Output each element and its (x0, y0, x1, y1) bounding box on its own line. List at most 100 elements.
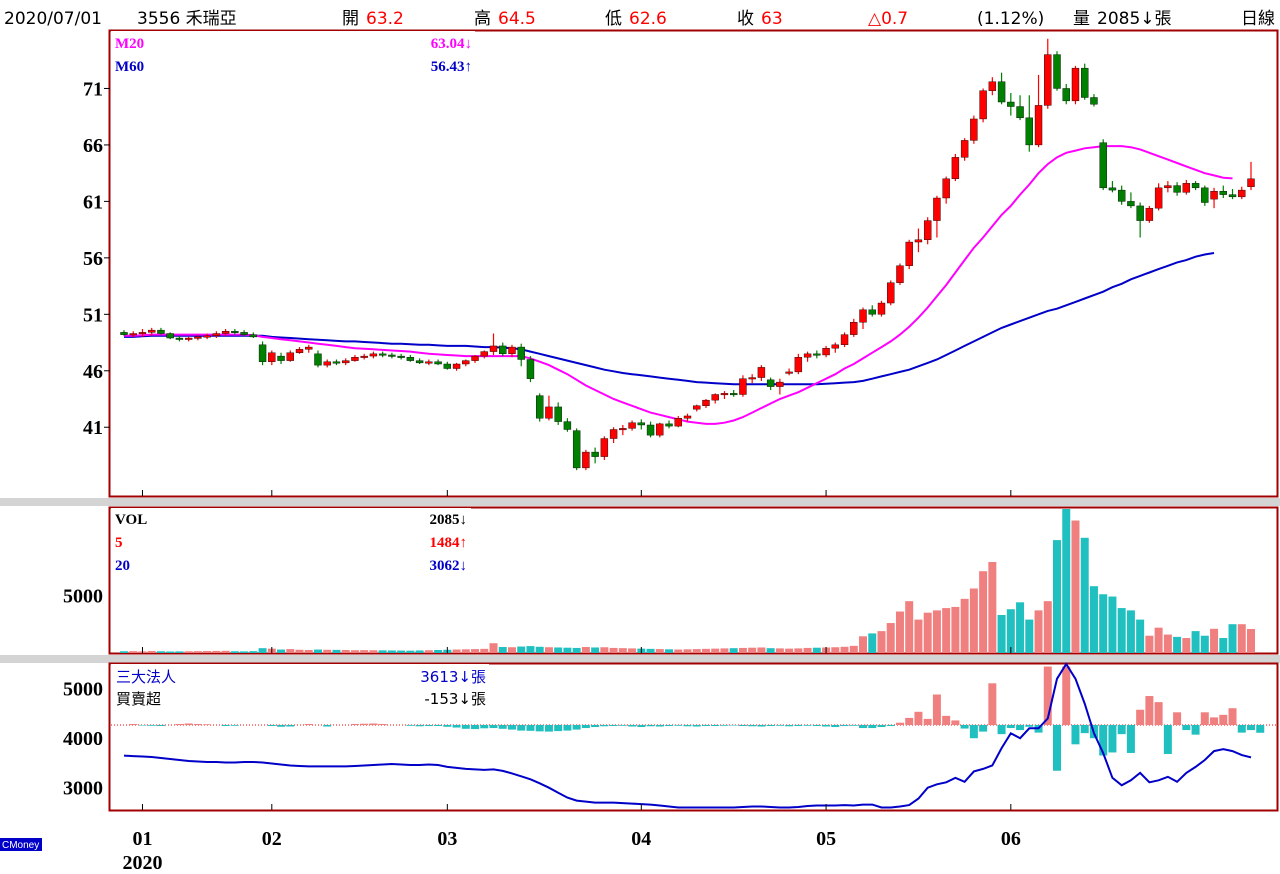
volume-bar (1089, 586, 1098, 653)
volume-bar (840, 646, 849, 653)
candle (295, 347, 304, 354)
net-bar (489, 725, 498, 729)
month-x-axis: 01 02 03 04 05 06 2020 (122, 490, 1021, 874)
candle-body (120, 332, 128, 335)
candle-body (711, 394, 719, 401)
net-bar (1006, 725, 1015, 729)
candle-body (1044, 54, 1052, 106)
candle (1201, 185, 1209, 206)
volume-bar (249, 651, 258, 653)
volume-bar (406, 650, 415, 653)
volume-bar (591, 647, 600, 653)
candle-body (1117, 189, 1126, 202)
net-bar (775, 725, 784, 726)
price-tick-label: 71 (83, 78, 103, 100)
volume-bar (360, 650, 369, 653)
candle-body (1071, 67, 1080, 102)
candle-body (499, 345, 507, 355)
candle (194, 334, 202, 341)
volume-bar (193, 651, 202, 653)
net-bar (147, 725, 156, 726)
candle-body (683, 415, 692, 419)
institutional-holding-line (123, 662, 1252, 809)
volume-bar (683, 649, 692, 653)
candle (406, 354, 415, 362)
volume-bar (849, 645, 858, 653)
candle-body (369, 353, 378, 357)
volume-bar (997, 614, 1006, 653)
m20-value: 63.04↓ (431, 36, 472, 52)
candle-body (1127, 201, 1135, 207)
candle-body (951, 157, 960, 180)
candle (1145, 205, 1154, 223)
header-close-label: 收 (737, 9, 754, 29)
candle-body (785, 371, 793, 374)
candle (175, 335, 184, 342)
candle-body (831, 344, 840, 349)
candle-body (905, 241, 913, 266)
volume-bar (803, 647, 812, 653)
volume-bar (517, 646, 526, 653)
institutional-tick-label: 4000 (63, 728, 103, 750)
candle-body (489, 345, 498, 352)
candle-body (231, 331, 239, 333)
net-bar (286, 725, 295, 727)
candle-body (323, 361, 331, 366)
volume-bar (1210, 628, 1219, 653)
candle-body (720, 393, 729, 396)
candle-body (1191, 183, 1200, 189)
candlestick-series (120, 38, 1255, 471)
candle (859, 307, 867, 329)
inst-title: 三大法人 (116, 668, 176, 686)
volume-bar (628, 648, 637, 653)
candle (951, 153, 960, 182)
candle-body (1062, 88, 1070, 102)
net-bar (748, 725, 757, 727)
candle (1191, 181, 1200, 191)
net-bar (369, 723, 378, 725)
volume-legend: VOL 2085↓ 5 1484↑ 20 3062↓ (111, 508, 471, 576)
volume-bar (378, 650, 387, 653)
candle-body (406, 357, 415, 361)
volume-bar (831, 647, 840, 653)
candle-body (471, 355, 479, 361)
volume-bar (729, 648, 738, 653)
header-volume-label: 量 (1073, 9, 1090, 29)
price-tick-label: 56 (83, 248, 103, 270)
volume-bar (240, 651, 249, 653)
volume-bar (600, 647, 609, 653)
candle-body (646, 424, 655, 436)
volume-bar (868, 633, 877, 653)
net-bar (526, 725, 535, 731)
candle (138, 328, 147, 337)
net-bar (794, 725, 803, 727)
candle (554, 402, 562, 425)
candle (591, 447, 599, 464)
candle-body (979, 90, 987, 120)
net-bar (803, 725, 812, 726)
volume-bar (489, 643, 498, 653)
volume-bar (914, 619, 923, 653)
net-bar (600, 725, 609, 727)
net-bar (609, 725, 618, 727)
candle (619, 424, 627, 436)
candle (1062, 83, 1070, 105)
header-bar: 2020/07/01 3556 禾瑞亞 開 63.2 高 64.5 低 62.6… (4, 9, 1275, 29)
net-bar (461, 725, 470, 729)
candle (268, 350, 276, 366)
volume-bar (1117, 608, 1126, 653)
volume-bar (1006, 609, 1015, 653)
candle-body (757, 367, 766, 378)
candle-body (388, 354, 396, 357)
institutional-legend-bg (111, 664, 489, 710)
volume-bar (175, 651, 184, 653)
volume-bar (526, 646, 535, 653)
candle (1025, 95, 1033, 152)
candle-body (1247, 178, 1255, 187)
volume-bar (692, 649, 701, 653)
volume-bar (581, 647, 590, 653)
net-bar (822, 725, 831, 727)
volume-bar (369, 650, 378, 653)
candle-body (988, 81, 997, 91)
candle-body (600, 438, 609, 457)
